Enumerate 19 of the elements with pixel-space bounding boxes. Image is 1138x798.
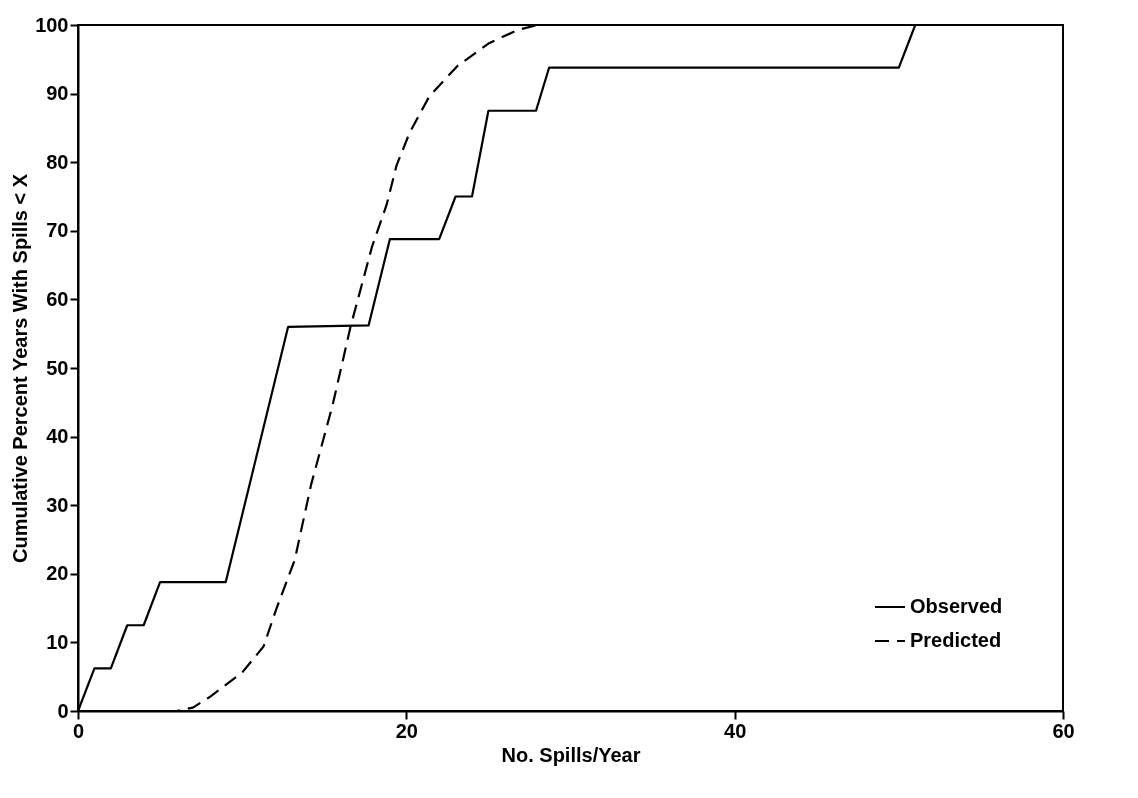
- y-tick-label: 50: [46, 356, 69, 379]
- x-axis-title: No. Spills/Year: [501, 743, 641, 766]
- y-tick-label: 10: [46, 630, 69, 653]
- y-tick-label: 70: [46, 219, 69, 242]
- x-tick-label: 0: [72, 719, 85, 742]
- legend-label: Predicted: [910, 629, 1002, 651]
- y-tick-label: 90: [46, 82, 69, 105]
- y-tick-label: 100: [35, 13, 69, 36]
- x-tick-label: 60: [1052, 719, 1075, 742]
- y-tick-label: 40: [46, 425, 69, 448]
- y-tick-label: 0: [57, 699, 69, 722]
- y-tick-label: 20: [46, 562, 69, 585]
- y-tick-label: 80: [46, 150, 69, 173]
- y-tick-label: 30: [46, 493, 69, 516]
- y-axis-title: Cumulative Percent Years With Spills < X: [9, 173, 32, 564]
- x-tick-label: 20: [395, 719, 418, 742]
- y-tick-label: 60: [46, 287, 69, 310]
- legend-label: Observed: [910, 595, 1003, 617]
- x-tick-label: 40: [724, 719, 747, 742]
